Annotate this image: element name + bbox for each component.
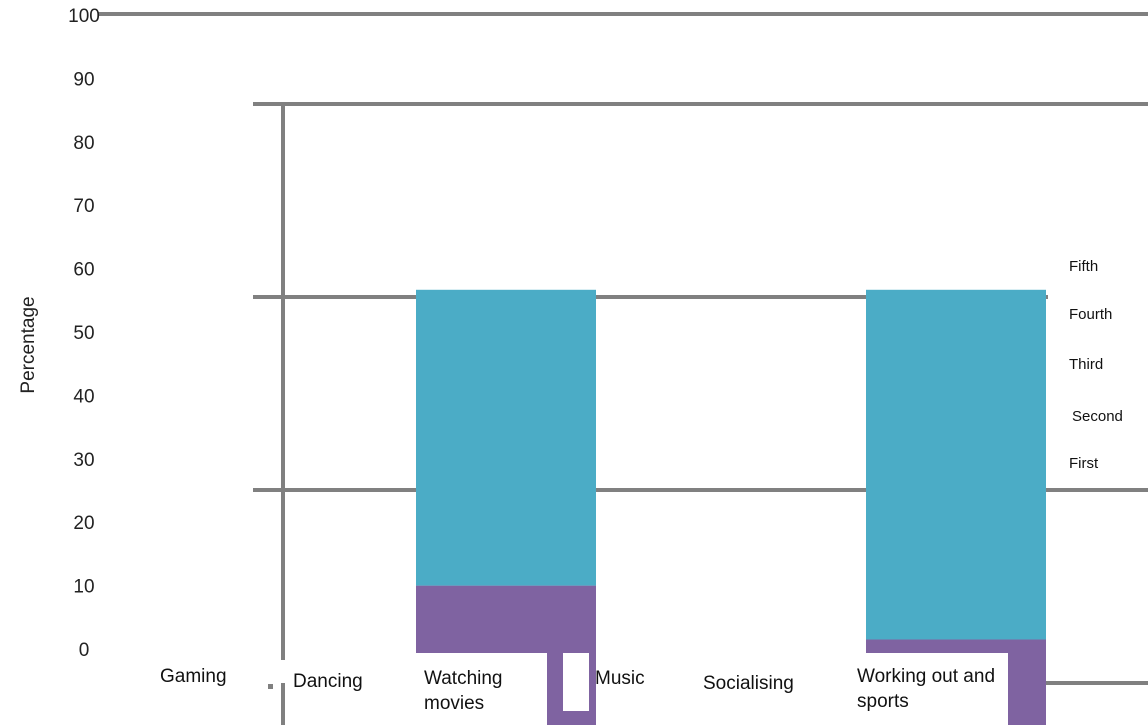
y-tick-label: 50 <box>73 323 94 344</box>
category-label: Watching movies <box>424 668 503 714</box>
legend-entry: Fourth <box>1069 306 1113 323</box>
bars <box>416 289 1046 725</box>
legend-entry: First <box>1069 455 1099 472</box>
y-tick-label: 80 <box>73 133 94 154</box>
label-background <box>563 653 589 711</box>
category-label: Socialising <box>703 673 794 694</box>
y-tick-label: 90 <box>73 69 94 90</box>
category-label: Gaming <box>160 666 227 687</box>
y-tick-label: 10 <box>73 577 94 598</box>
category-label: Working out and sports <box>857 666 996 712</box>
legend-entry: Third <box>1069 356 1104 373</box>
bar-segment <box>866 289 1046 640</box>
vertical-axis-line <box>268 104 285 725</box>
y-tick-label: 70 <box>73 196 94 217</box>
legend-entry: Second <box>1072 408 1123 425</box>
y-tick-label: 40 <box>73 386 94 407</box>
y-tick-label: 60 <box>73 260 94 281</box>
bar-segment <box>866 639 1046 653</box>
bar-segment <box>416 289 596 586</box>
y-tick-labels: 0 10 20 30 40 50 60 70 80 90 100 <box>68 6 100 661</box>
category-label: Music <box>595 668 645 689</box>
category-label: Dancing <box>293 671 363 692</box>
y-tick-label: 100 <box>68 6 100 27</box>
y-tick-label: 20 <box>73 513 94 534</box>
y-tick-label: 30 <box>73 450 94 471</box>
bar-segment-extension <box>1008 645 1046 725</box>
y-axis-label: Percentage <box>18 296 39 393</box>
bar-segment <box>416 585 596 653</box>
y-tick-label: 0 <box>79 640 90 661</box>
legend-entry: Fifth <box>1069 258 1099 275</box>
